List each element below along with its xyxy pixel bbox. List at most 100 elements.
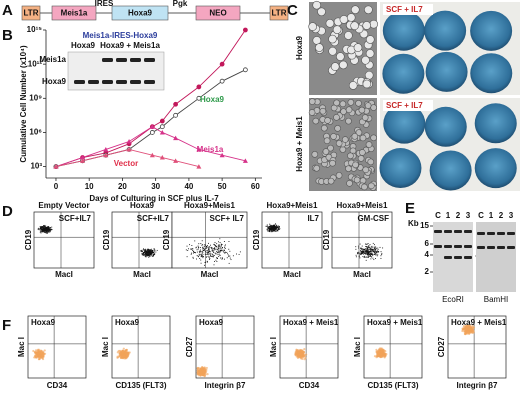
dot [44,227,46,229]
dot [144,251,146,252]
dot [204,251,206,253]
dot [373,251,375,252]
dot [230,259,232,261]
dot [364,251,366,253]
series-line [55,149,199,168]
label: Meis1a-IRES-Hoxa9 [83,31,158,40]
dot [272,224,274,226]
dot [211,255,213,257]
dot [276,226,278,228]
dot [193,250,195,252]
dot [268,227,270,229]
dot [201,254,202,256]
cell [312,36,322,45]
dot [43,231,45,233]
dot [295,353,298,356]
dot [270,224,272,226]
dot [269,226,271,228]
dot [124,350,127,354]
dot [203,247,205,249]
dot [274,227,276,229]
dot [43,229,45,230]
dot [369,255,371,257]
dot [268,227,269,229]
cell [312,117,320,125]
dot [209,253,211,255]
dot [375,253,377,255]
dot [362,252,363,253]
label: 4 [425,250,430,259]
dot [294,350,297,353]
dot [226,257,228,259]
point [242,27,248,33]
dot [42,227,43,229]
dot [190,248,192,250]
dot [145,249,147,251]
dot [379,246,381,248]
dot [41,229,43,231]
dot [361,253,363,255]
dot [49,230,51,232]
dot [365,244,367,246]
gel-band [507,232,515,235]
dot [357,245,359,247]
dot [47,228,49,230]
dot [366,251,368,253]
cell [365,49,375,58]
dot [205,248,207,249]
dot [276,226,278,228]
dot [49,229,51,230]
dot [203,367,206,370]
dot [206,245,208,247]
dot [276,227,278,229]
dot [147,251,149,253]
gel-band [454,245,462,248]
dot [149,249,151,251]
dot [141,249,143,251]
dot [218,253,220,255]
cell [341,136,349,143]
dot [124,357,127,360]
dot [211,247,213,248]
dot [224,244,226,246]
label: Hoxa9 [42,77,67,86]
dot [46,232,48,234]
dot [45,228,47,230]
dot [147,255,149,257]
dot [363,250,365,252]
dot [272,227,274,229]
dot [367,256,369,258]
dot [143,252,145,253]
point [196,84,202,90]
dot [200,256,202,258]
dot [229,250,231,252]
dot [200,371,203,374]
dot [384,350,387,353]
cell [333,99,340,107]
dot [210,244,211,246]
dot [211,253,213,255]
dot [150,252,152,254]
cell [350,21,359,31]
cell [345,117,352,125]
dot [198,256,200,258]
dot [149,254,151,256]
dot [146,254,148,256]
dot [355,248,357,250]
dot [271,229,273,231]
label: B [2,27,13,44]
dot [272,230,273,232]
label: Days of Culturing in SCF plus IL-7 [89,194,219,203]
dot [37,228,39,230]
label: 60 [251,182,260,191]
dot-plot [111,211,173,269]
dot [265,225,267,227]
dot [152,251,154,253]
dot [365,248,367,250]
dot [42,229,44,231]
dot [380,257,382,259]
dot [197,255,199,257]
dot [273,225,275,227]
dot [208,252,209,254]
dot [274,224,275,226]
